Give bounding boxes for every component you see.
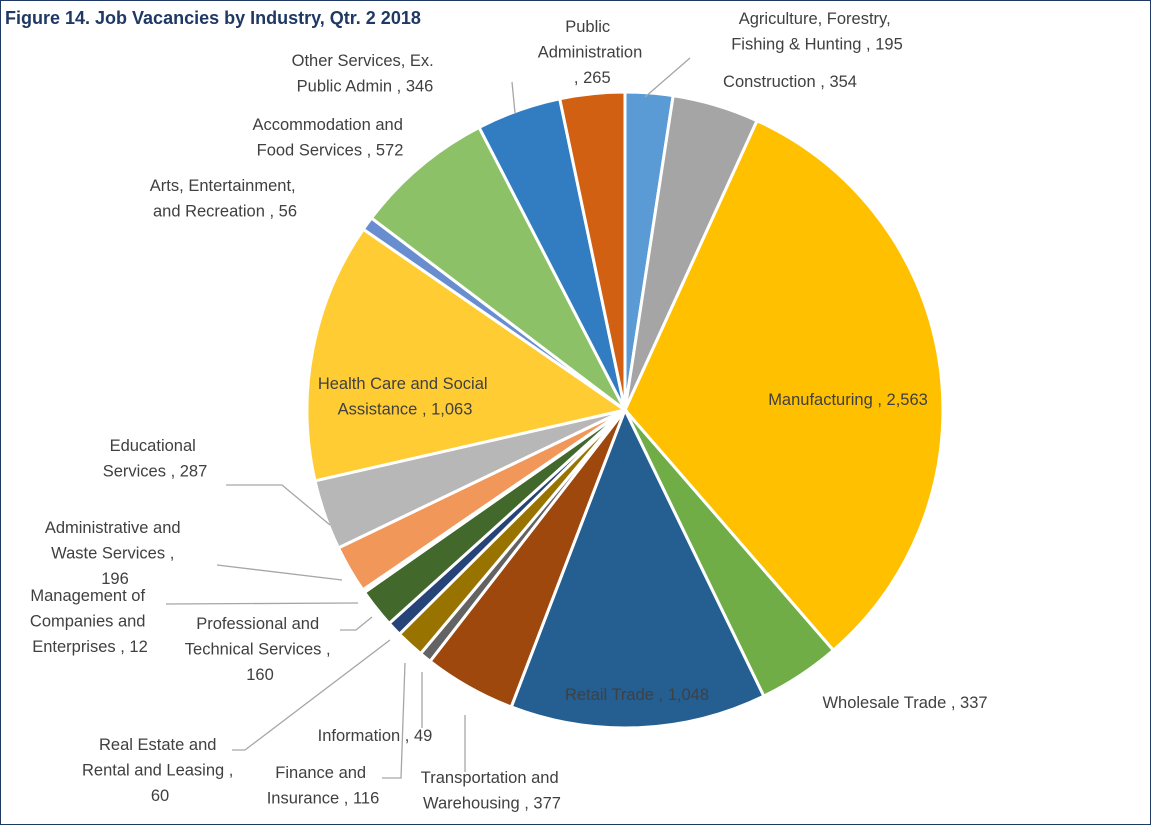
label-category: Retail Trade (565, 686, 654, 704)
pie-slice (509, 406, 766, 730)
label-category: Arts, Entertainment, and Recreation (150, 177, 300, 221)
data-label: Finance and Insurance , 116 (267, 764, 380, 808)
data-label: Administrative and Waste Services , 196 (45, 519, 185, 588)
label-value: 2,563 (887, 391, 928, 409)
data-label: Wholesale Trade , 337 (822, 694, 987, 712)
label-value: 12 (129, 638, 147, 656)
label-value: 60 (151, 787, 169, 805)
label-separator: , (321, 641, 335, 659)
label-separator: , (946, 694, 960, 712)
label-value: 265 (583, 69, 611, 87)
data-label: Management of Companies and Enterprises … (30, 587, 150, 656)
label-separator: , (417, 401, 431, 419)
label-separator: , (654, 686, 668, 704)
label-separator: , (339, 790, 353, 808)
label-category: Construction (723, 73, 816, 91)
label-category: Wholesale Trade (822, 694, 946, 712)
data-label: Other Services, Ex. Public Admin , 346 (292, 52, 439, 96)
data-label: Educational Services , 287 (103, 437, 208, 481)
label-value: 377 (533, 795, 561, 813)
leader-line (216, 564, 343, 581)
label-separator: , (816, 73, 830, 91)
label-category: Health Care and Social Assistance (318, 375, 492, 419)
label-separator: , (400, 727, 414, 745)
chart-title: Figure 14. Job Vacancies by Industry, Qt… (5, 8, 421, 28)
label-value: 354 (829, 73, 857, 91)
data-label: Information , 49 (318, 727, 433, 745)
label-category: Educational Services (103, 437, 201, 481)
label-category: Manufacturing (768, 391, 873, 409)
label-category: Administrative and Waste Services (45, 519, 185, 563)
label-category: Professional and Technical Services (185, 615, 324, 659)
label-separator: , (166, 463, 180, 481)
data-label: Professional and Technical Services , 16… (185, 615, 335, 684)
label-value: 1,048 (668, 686, 709, 704)
leader-line (226, 484, 331, 526)
data-label: Agriculture, Forestry, Fishing & Hunting… (731, 10, 903, 54)
pie-slice (623, 118, 945, 653)
pie-slice (369, 125, 627, 412)
label-category: Management of Companies and Enterprises (30, 587, 150, 656)
leader-line (382, 662, 406, 779)
pie-slice (305, 227, 629, 483)
data-label: Construction , 354 (723, 73, 857, 91)
label-separator: , (392, 78, 406, 96)
leader-line (232, 639, 391, 751)
label-value: 195 (875, 36, 903, 54)
label-value: 572 (376, 142, 404, 160)
data-label: Arts, Entertainment, and Recreation , 56 (150, 177, 300, 221)
leader-line (340, 616, 373, 631)
label-separator: , (873, 391, 887, 409)
label-separator: , (520, 795, 534, 813)
label-category: Real Estate and Rental and Leasing (82, 736, 224, 780)
data-label: Accommodation and Food Services , 572 (252, 116, 407, 160)
label-value: 160 (246, 666, 274, 684)
label-value: 337 (960, 694, 988, 712)
label-value: 1,063 (431, 401, 472, 419)
label-value: 196 (101, 570, 129, 588)
data-label: Retail Trade , 1,048 (565, 686, 709, 704)
pie-slice (557, 90, 627, 411)
leader-line (165, 602, 359, 605)
label-separator: , (165, 545, 179, 563)
label-category: Other Services, Ex. Public Admin (292, 52, 439, 96)
leader-line (511, 81, 516, 114)
label-category: Accommodation and Food Services (252, 116, 407, 160)
slices (305, 90, 945, 730)
leaders (165, 57, 691, 779)
label-value: 56 (279, 203, 297, 221)
label-separator: , (224, 762, 238, 780)
data-label: Transportation and Warehousing , 377 (421, 769, 564, 813)
label-category: Agriculture, Forestry, Fishing & Hunting (731, 10, 895, 54)
label-separator: , (569, 69, 583, 87)
label-separator: , (861, 36, 875, 54)
label-category: Transportation and Warehousing (421, 769, 564, 813)
label-category: Information (318, 727, 401, 745)
label-separator: , (265, 203, 279, 221)
label-category: Finance and Insurance (267, 764, 371, 808)
data-label: Manufacturing , 2,563 (768, 391, 928, 409)
leader-line (644, 57, 691, 98)
label-value: 116 (353, 790, 379, 808)
label-value: 49 (414, 727, 432, 745)
label-value: 346 (406, 78, 434, 96)
labels: Agriculture, Forestry, Fishing & Hunting… (30, 10, 988, 813)
data-label: Real Estate and Rental and Leasing , 60 (82, 736, 238, 805)
label-value: 287 (180, 463, 208, 481)
data-label: Public Administration , 265 (538, 18, 643, 87)
label-separator: , (116, 638, 130, 656)
data-label: Health Care and Social Assistance , 1,06… (318, 375, 492, 419)
label-separator: , (362, 142, 376, 160)
label-category: Public Administration (538, 18, 643, 62)
